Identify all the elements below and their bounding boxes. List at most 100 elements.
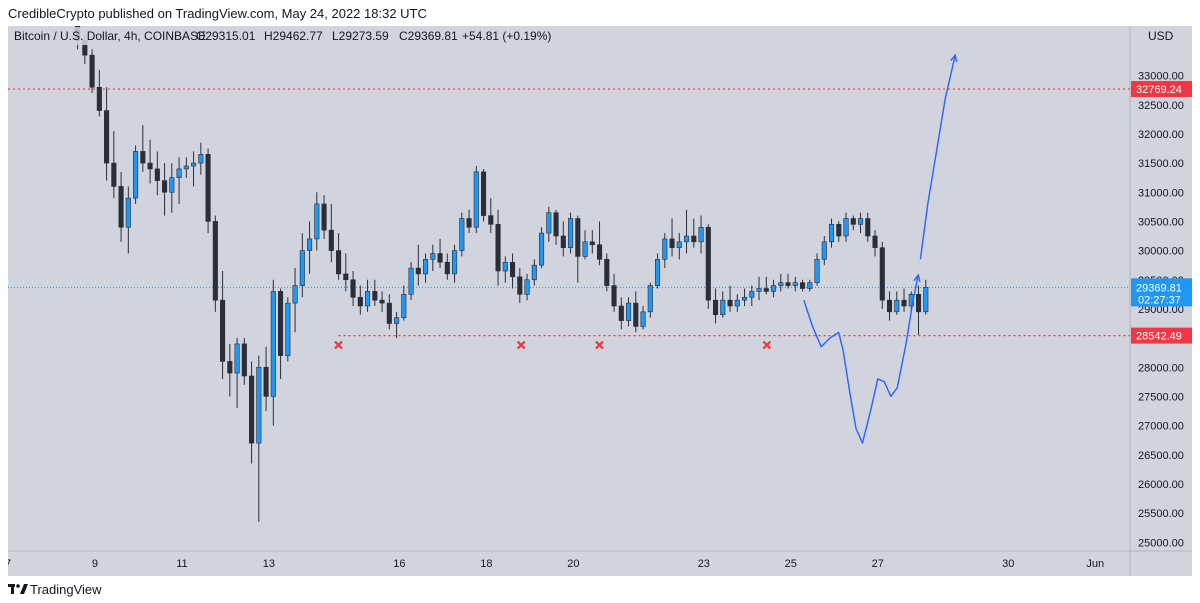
candle[interactable]	[843, 212, 849, 242]
candle[interactable]	[814, 253, 820, 286]
candle[interactable]	[539, 227, 545, 269]
candle[interactable]	[386, 294, 392, 330]
candle[interactable]	[560, 221, 566, 257]
candle[interactable]	[618, 297, 624, 330]
candle[interactable]	[770, 279, 777, 298]
candle[interactable]	[669, 218, 675, 257]
candle[interactable]	[828, 218, 835, 248]
candle[interactable]	[654, 253, 661, 289]
candle[interactable]	[365, 279, 371, 312]
candle[interactable]	[249, 361, 255, 464]
candle[interactable]	[546, 206, 552, 242]
candle[interactable]	[162, 163, 168, 216]
candle[interactable]	[495, 209, 501, 286]
candle[interactable]	[705, 224, 711, 309]
candle[interactable]	[220, 271, 226, 379]
candle[interactable]	[415, 244, 421, 286]
candle[interactable]	[865, 212, 871, 242]
candle[interactable]	[183, 157, 189, 178]
candle[interactable]	[531, 259, 537, 286]
candle[interactable]	[96, 69, 102, 117]
candle[interactable]	[589, 230, 595, 254]
candle[interactable]	[452, 244, 458, 283]
candle[interactable]	[763, 276, 769, 295]
candle[interactable]	[125, 186, 131, 254]
candle[interactable]	[176, 157, 182, 204]
candle[interactable]	[785, 273, 791, 289]
candle[interactable]	[212, 215, 218, 312]
candle[interactable]	[466, 209, 472, 234]
candle[interactable]	[350, 271, 356, 306]
candle[interactable]	[154, 151, 160, 196]
candle[interactable]	[662, 233, 668, 269]
candle[interactable]	[488, 198, 494, 234]
candle[interactable]	[198, 142, 204, 175]
candle[interactable]	[611, 273, 617, 312]
candle[interactable]	[821, 236, 827, 266]
candle[interactable]	[712, 288, 719, 324]
candle[interactable]	[336, 233, 342, 280]
projection-path-upper[interactable]	[919, 55, 956, 260]
candle[interactable]	[147, 139, 153, 184]
candle[interactable]	[234, 338, 240, 409]
candle[interactable]	[879, 241, 885, 309]
candle[interactable]	[328, 203, 334, 263]
candle[interactable]	[299, 233, 305, 298]
candle[interactable]	[683, 209, 690, 254]
candle[interactable]	[372, 279, 378, 306]
candle[interactable]	[749, 285, 755, 306]
candle[interactable]	[857, 212, 864, 234]
candle[interactable]	[553, 209, 559, 245]
candle[interactable]	[481, 168, 487, 222]
legend-symbol[interactable]: Bitcoin / U.S. Dollar, 4h, COINBASE	[14, 29, 206, 43]
candle[interactable]	[604, 253, 610, 292]
candle[interactable]	[408, 262, 414, 301]
candle[interactable]	[510, 253, 516, 289]
candle[interactable]	[357, 285, 363, 315]
candle[interactable]	[691, 218, 697, 248]
candle[interactable]	[647, 282, 653, 318]
candle[interactable]	[89, 49, 95, 94]
candle[interactable]	[676, 233, 682, 260]
candle[interactable]	[575, 215, 581, 283]
candle[interactable]	[169, 163, 175, 213]
candle[interactable]	[727, 285, 733, 312]
candle[interactable]	[307, 221, 313, 274]
candle[interactable]	[292, 268, 298, 333]
candle[interactable]	[270, 279, 276, 426]
candle[interactable]	[437, 238, 443, 269]
tradingview-brand[interactable]: TradingView	[30, 582, 102, 597]
candle[interactable]	[778, 273, 784, 292]
candle[interactable]	[111, 131, 117, 199]
candle[interactable]	[394, 311, 400, 339]
candle[interactable]	[118, 171, 124, 242]
candle[interactable]	[915, 285, 922, 336]
candle[interactable]	[423, 253, 429, 283]
candle[interactable]	[285, 297, 291, 362]
candle[interactable]	[720, 291, 726, 318]
candle[interactable]	[473, 166, 479, 234]
candle[interactable]	[517, 268, 523, 304]
candle[interactable]	[140, 125, 146, 172]
candle[interactable]	[872, 230, 878, 257]
candle[interactable]	[568, 212, 574, 254]
candle[interactable]	[459, 212, 465, 257]
chart-area[interactable]: 25000.00 25500.00 26000.00 26500.00 27000.00…	[5, 17, 1192, 576]
candle[interactable]	[133, 145, 139, 204]
candle[interactable]	[734, 294, 740, 312]
candle[interactable]	[227, 343, 233, 397]
candle[interactable]	[502, 256, 508, 283]
candle[interactable]	[901, 288, 907, 312]
candle[interactable]	[241, 338, 247, 385]
candle[interactable]	[923, 279, 929, 315]
candle[interactable]	[343, 253, 349, 292]
candle[interactable]	[104, 87, 110, 181]
candle[interactable]	[836, 221, 842, 242]
candle[interactable]	[633, 291, 639, 333]
candle[interactable]	[756, 276, 762, 301]
candle[interactable]	[430, 244, 436, 271]
candle[interactable]	[807, 279, 813, 292]
candle[interactable]	[582, 230, 588, 260]
candle[interactable]	[256, 355, 262, 522]
candle[interactable]	[263, 346, 269, 411]
